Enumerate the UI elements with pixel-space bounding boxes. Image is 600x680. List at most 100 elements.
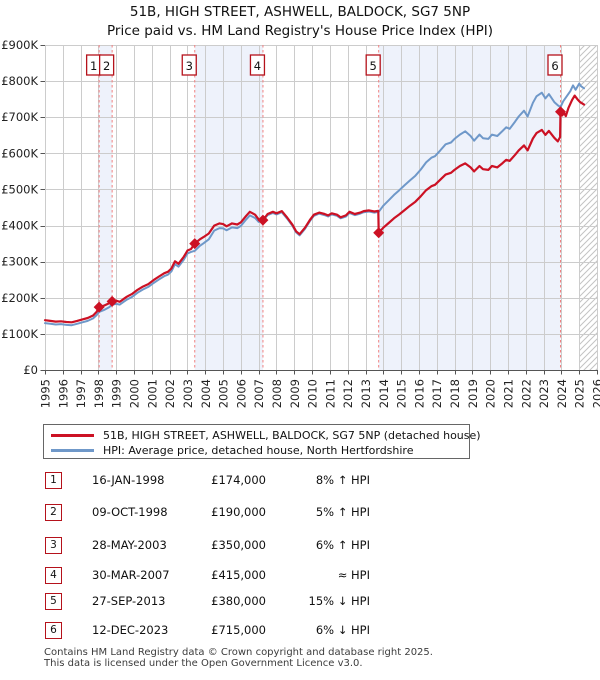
ownership-band — [194, 45, 263, 370]
legend-swatch-property-line — [51, 434, 94, 437]
svg-text:2003: 2003 — [181, 379, 195, 408]
svg-text:2002: 2002 — [163, 379, 177, 408]
svg-text:£500K: £500K — [1, 182, 38, 196]
svg-text:2020: 2020 — [484, 379, 498, 408]
sale-date: 30-MAR-2007 — [92, 568, 170, 582]
sale-date: 16-JAN-1998 — [92, 473, 165, 487]
svg-text:£600K: £600K — [1, 146, 38, 160]
sale-number-badge-label: 1 — [90, 59, 97, 73]
legend-label-hpi: HPI: Average price, detached house, Nort… — [103, 444, 414, 457]
sale-marker-diamond — [93, 301, 105, 313]
legend-swatch-hpi-line — [51, 449, 94, 452]
page-subtitle: Price paid vs. HM Land Registry's House … — [107, 23, 493, 39]
sale-number-badge: 4 — [45, 567, 62, 584]
svg-text:£100K: £100K — [1, 327, 38, 341]
svg-text:2009: 2009 — [288, 379, 302, 408]
sale-markers — [93, 106, 566, 313]
svg-text:2011: 2011 — [323, 379, 337, 408]
svg-text:2008: 2008 — [270, 379, 284, 408]
sale-number-badge-box — [249, 54, 266, 76]
sale-number-badge-label: 3 — [186, 59, 193, 73]
sale-price: £350,000 — [211, 538, 266, 552]
sale-date: 28-MAY-2003 — [92, 538, 167, 552]
ownership-bands — [99, 45, 561, 370]
svg-text:1999: 1999 — [110, 379, 124, 408]
svg-text:£700K: £700K — [1, 110, 38, 124]
sale-row-1: 1 16-JAN-1998 £174,000 8% ↑ HPI — [0, 472, 600, 489]
sale-marker-diamond — [189, 238, 201, 250]
svg-text:£400K: £400K — [1, 219, 38, 233]
x-axis-labels: 1995 1996 1997 1998 1999 2000 2001 2002 2003 2004… — [39, 379, 600, 408]
sale-price: £380,000 — [211, 594, 266, 608]
svg-text:£200K: £200K — [1, 291, 38, 305]
svg-text:2007: 2007 — [252, 379, 266, 408]
svg-text:2006: 2006 — [234, 379, 248, 408]
sale-hpi-delta: 5% ↑ HPI — [315, 505, 370, 519]
sale-number-badge-label: 6 — [551, 59, 558, 73]
legend-item-property: 51B, HIGH STREET, ASHWELL, BALDOCK, SG7 … — [51, 428, 481, 443]
svg-text:2000: 2000 — [128, 379, 142, 408]
sale-row-3: 3 28-MAY-2003 £350,000 6% ↑ HPI — [0, 537, 600, 554]
sale-date-lines — [98, 45, 561, 370]
sale-number-badge-box — [365, 54, 381, 76]
svg-text:2001: 2001 — [145, 379, 159, 408]
sale-price: £190,000 — [211, 505, 266, 519]
svg-text:£800K: £800K — [1, 74, 38, 88]
svg-text:£900K: £900K — [1, 38, 38, 52]
legend: 51B, HIGH STREET, ASHWELL, BALDOCK, SG7 … — [43, 424, 481, 459]
svg-text:2024: 2024 — [555, 379, 569, 408]
svg-text:1998: 1998 — [92, 379, 106, 408]
sale-price: £174,000 — [211, 473, 266, 487]
svg-text:2022: 2022 — [519, 379, 533, 408]
sale-marker-diamond — [554, 106, 566, 118]
license-line-1: Contains HM Land Registry data © Crown c… — [44, 647, 433, 658]
page-title: 51B, HIGH STREET, ASHWELL, BALDOCK, SG7 … — [129, 4, 471, 20]
svg-text:2015: 2015 — [395, 379, 409, 408]
svg-text:2018: 2018 — [448, 379, 462, 408]
sale-price: £415,000 — [211, 568, 266, 582]
svg-text:1997: 1997 — [74, 379, 88, 408]
svg-text:2019: 2019 — [466, 379, 480, 408]
svg-text:2025: 2025 — [573, 379, 587, 408]
svg-text:2023: 2023 — [537, 379, 551, 408]
ownership-band — [378, 45, 561, 370]
sale-number-badge: 5 — [45, 593, 62, 610]
sale-date: 09-OCT-1998 — [92, 505, 168, 519]
sale-number-badge-box — [98, 54, 115, 76]
svg-text:2017: 2017 — [430, 379, 444, 408]
series-line-property — [43, 94, 586, 324]
svg-text:£300K: £300K — [1, 255, 38, 269]
svg-text:2010: 2010 — [306, 379, 320, 408]
legend-item-hpi: HPI: Average price, detached house, Nort… — [51, 443, 469, 458]
sale-number-badge-label: 5 — [370, 59, 377, 73]
sale-hpi-delta: 8% ↑ HPI — [315, 473, 370, 487]
sale-row-6: 6 12-DEC-2023 £715,000 6% ↓ HPI — [0, 622, 600, 639]
price-history-chart: 1 2 3 4 5 6 £0 £100K £200K £300K £400K £500K £600K £7… — [1, 38, 600, 408]
svg-text:2004: 2004 — [199, 379, 213, 408]
svg-text:2026: 2026 — [591, 379, 600, 408]
sale-date: 12-DEC-2023 — [92, 623, 169, 637]
sale-row-2: 2 09-OCT-1998 £190,000 5% ↑ HPI — [0, 504, 600, 521]
sale-number-badge-label: 4 — [254, 59, 261, 73]
svg-text:£0: £0 — [23, 363, 38, 377]
svg-text:2005: 2005 — [217, 379, 231, 408]
legend-label-property: 51B, HIGH STREET, ASHWELL, BALDOCK, SG7 … — [103, 429, 481, 442]
sale-price: £715,000 — [211, 623, 266, 637]
svg-text:2013: 2013 — [359, 379, 373, 408]
sale-number-badge: 2 — [45, 504, 62, 521]
sale-marker-diamond — [373, 227, 385, 239]
sale-hpi-delta: ≈ HPI — [337, 568, 370, 582]
license-line-2: This data is licensed under the Open Gov… — [44, 658, 363, 669]
svg-text:1995: 1995 — [39, 379, 53, 408]
sale-row-5: 5 27-SEP-2013 £380,000 15% ↓ HPI — [0, 593, 600, 610]
sale-number-badge: 1 — [45, 472, 62, 489]
axis-ticks — [40, 45, 598, 375]
license-footer: Contains HM Land Registry data © Crown c… — [44, 647, 433, 669]
svg-text:2012: 2012 — [341, 379, 355, 408]
sale-number-badge-box — [181, 54, 197, 76]
sale-number-badge: 6 — [45, 622, 62, 639]
svg-text:2021: 2021 — [501, 379, 515, 408]
ownership-band — [99, 45, 113, 370]
